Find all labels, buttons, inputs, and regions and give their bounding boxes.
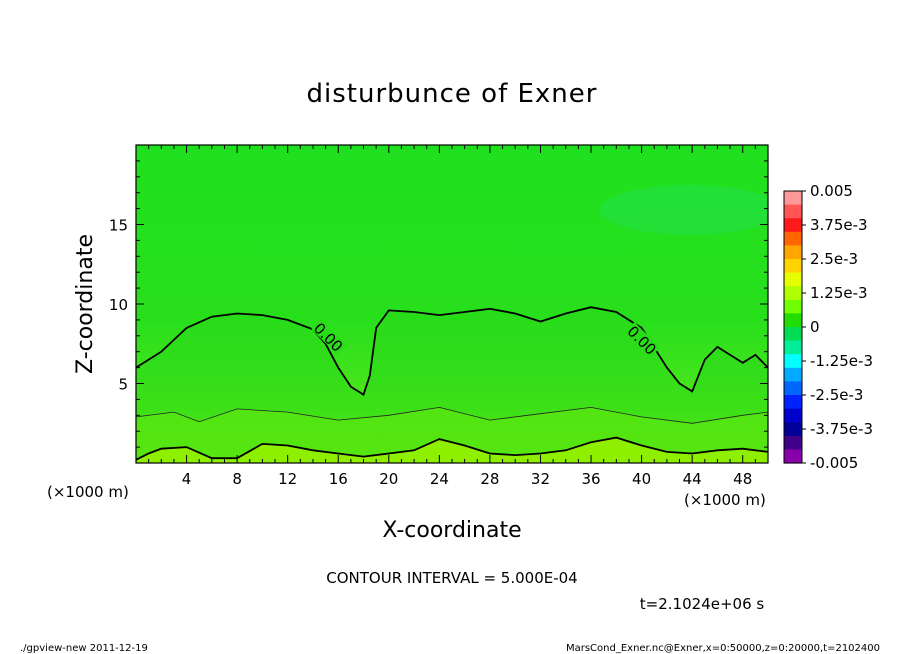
colorbar-segment: [784, 313, 802, 328]
colorbar-segment: [784, 259, 802, 274]
x-tick-label: 8: [232, 470, 242, 488]
negative-anomaly-region: [600, 185, 768, 235]
colorbar-segment: [784, 231, 802, 246]
colorbar-label: -0.005: [810, 454, 858, 472]
footer-left: ./gpview-new 2011-12-19: [20, 643, 148, 654]
zero-contour-line: [136, 306, 768, 396]
colorbar-label: -1.25e-3: [810, 352, 873, 370]
y-tick-label: 5: [118, 376, 128, 394]
colorbar-segment: [784, 435, 802, 450]
chart-title: disturbunce of Exner: [307, 79, 598, 109]
x-unit-right: (×1000 m): [684, 491, 766, 509]
x-tick-label: 40: [632, 470, 651, 488]
x-tick-label: 4: [182, 470, 192, 488]
contour-label-bg: [624, 322, 660, 358]
plot-field: 0.00 0.00: [136, 145, 768, 463]
colorbar-label: -2.5e-3: [810, 386, 863, 404]
x-tick-label: 44: [683, 470, 702, 488]
y-axis-label: Z-coordinate: [73, 234, 98, 374]
colorbar-label: 2.5e-3: [810, 250, 858, 268]
x-tick-label: 28: [480, 470, 499, 488]
x-axis: 4 8 12 16 20 24 28 32 36 40 44 48: [148, 145, 756, 488]
colorbar-segment: [784, 340, 802, 355]
colorbar-segment: [784, 245, 802, 260]
contour-lines: 0.00 0.00: [136, 306, 768, 463]
colorbar-segment: [784, 204, 802, 219]
colorbar-segment: [784, 286, 802, 301]
colorbar-segment: [784, 218, 802, 233]
colorbar-segment: [784, 354, 802, 369]
footer-right: MarsCond_Exner.nc@Exner,x=0:50000,z=0:20…: [566, 643, 880, 654]
x-tick-label: 12: [278, 470, 297, 488]
colorbar: 0.005 3.75e-3 2.5e-3 1.25e-3 0 -1.25e-3 -2.5e-…: [783, 182, 873, 472]
x-tick-label: 20: [379, 470, 398, 488]
time-text: t=2.1024e+06 s: [640, 595, 765, 613]
colorbar-segment: [784, 381, 802, 396]
x-tick-label: 24: [430, 470, 449, 488]
x-tick-label: 36: [581, 470, 600, 488]
colorbar-segment: [784, 327, 802, 342]
positive-band-2: [136, 437, 768, 463]
contour-label-bg: [311, 319, 347, 355]
y-tick-label: 10: [109, 296, 128, 314]
y-axis: 5 10 15: [109, 160, 768, 448]
colorbar-segment: [784, 191, 802, 206]
y-tick-label: 15: [109, 217, 128, 235]
colorbar-segment: [784, 272, 802, 287]
contour-line-thin: [136, 406, 768, 424]
x-unit-left: (×1000 m): [47, 483, 129, 501]
colorbar-segment: [784, 449, 802, 464]
colorbar-label: -3.75e-3: [810, 420, 873, 438]
colorbar-label: 3.75e-3: [810, 216, 868, 234]
colorbar-segment: [784, 395, 802, 410]
colorbar-label: 1.25e-3: [810, 284, 868, 302]
colorbar-segment: [784, 299, 802, 314]
colorbar-segment: [784, 408, 802, 423]
x-tick-label: 16: [329, 470, 348, 488]
x-tick-label: 32: [531, 470, 550, 488]
x-tick-label: 48: [733, 470, 752, 488]
x-axis-label: X-coordinate: [382, 518, 521, 543]
colorbar-segment: [784, 367, 802, 382]
colorbar-segment: [784, 422, 802, 437]
colorbar-label: 0.005: [810, 182, 853, 200]
colorbar-label: 0: [810, 318, 820, 336]
contour-line-thick: [136, 436, 768, 461]
contour-interval-text: CONTOUR INTERVAL = 5.000E-04: [326, 569, 577, 587]
